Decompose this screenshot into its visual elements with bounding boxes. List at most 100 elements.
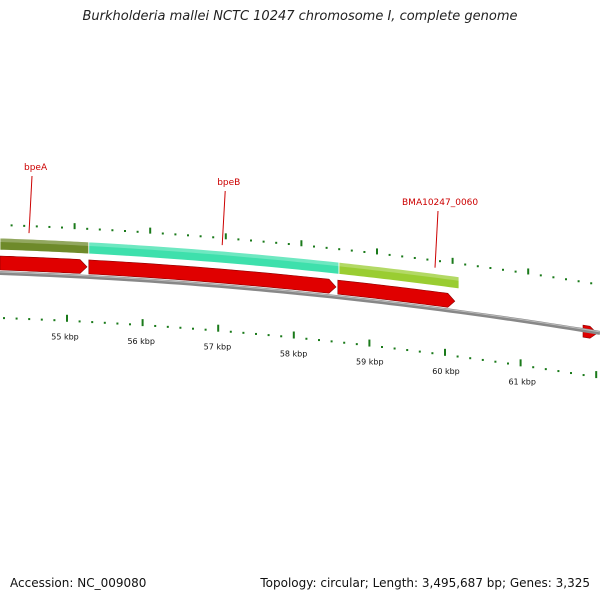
tick-mark — [507, 362, 509, 365]
tick-mark — [28, 318, 31, 321]
lower-tick-track — [3, 314, 598, 379]
tick-mark — [502, 268, 504, 271]
tick-mark — [35, 225, 38, 228]
tick-mark — [426, 258, 429, 261]
tick-mark — [192, 327, 194, 330]
tick-mark — [212, 236, 215, 239]
tick-mark — [595, 371, 598, 379]
backbone-highlight — [0, 271, 600, 333]
tick-mark — [204, 328, 207, 331]
tick-mark — [174, 233, 177, 236]
scale-label: 61 kbp — [508, 378, 536, 387]
tick-mark — [439, 260, 441, 263]
tick-mark — [23, 224, 26, 227]
tick-mark — [179, 326, 182, 329]
cds-arrow-1 — [88, 259, 337, 294]
tick-mark — [154, 324, 157, 327]
gene-label-BMA10247_0060: BMA10247_0060 — [402, 198, 478, 208]
tick-mark — [418, 350, 421, 353]
tick-mark — [300, 240, 303, 247]
tick-mark — [590, 282, 593, 285]
tick-mark — [73, 223, 76, 230]
tick-mark — [539, 274, 542, 277]
tick-mark — [376, 248, 378, 255]
tick-mark — [313, 245, 315, 248]
tick-mark — [48, 225, 51, 228]
tick-mark — [444, 348, 446, 356]
feature-highlight-1 — [88, 241, 339, 267]
tick-mark — [519, 359, 522, 367]
scale-label: 56 kbp — [127, 337, 155, 346]
tick-mark — [401, 255, 404, 258]
accession-text: Accession: NC_009080 — [10, 576, 147, 590]
tick-mark — [250, 239, 252, 242]
tick-mark — [476, 265, 479, 268]
tick-mark — [78, 320, 81, 323]
tick-mark — [237, 238, 240, 241]
tick-mark — [116, 322, 119, 325]
tick-mark — [10, 224, 13, 227]
tick-mark — [451, 257, 454, 264]
tick-mark — [217, 324, 220, 332]
tick-mark — [255, 332, 257, 335]
tick-mark — [481, 358, 484, 361]
scale-label: 58 kbp — [280, 350, 308, 359]
backbone-track — [0, 271, 600, 335]
gene-label-connector — [434, 210, 439, 268]
tick-mark — [469, 357, 472, 360]
gene-label-bpeA: bpeA — [24, 163, 48, 173]
tick-mark — [544, 368, 547, 371]
gene-label-connector — [221, 190, 226, 246]
tick-mark — [224, 233, 227, 240]
tick-mark — [565, 278, 567, 281]
tick-mark — [368, 339, 371, 347]
gene-label-bpeB: bpeB — [217, 178, 240, 188]
scale-label: 59 kbp — [356, 358, 384, 367]
tick-mark — [557, 370, 560, 373]
feature-highlight-2 — [339, 262, 459, 281]
tick-mark — [280, 335, 283, 338]
tick-mark — [532, 366, 535, 369]
cds-arrow-0 — [0, 255, 88, 274]
cds-arrow-track — [0, 255, 598, 339]
tick-mark — [393, 347, 396, 350]
tick-mark — [229, 330, 232, 333]
tick-mark — [305, 337, 308, 340]
tick-mark — [355, 343, 358, 346]
tick-mark — [363, 250, 366, 253]
tick-mark — [149, 227, 152, 234]
gene-label-track: bpeA bpeB BMA10247_0060 — [24, 163, 478, 268]
tick-mark — [61, 226, 63, 229]
tick-mark — [514, 270, 517, 273]
tick-mark — [292, 331, 295, 339]
scale-label: 55 kbp — [51, 333, 79, 342]
scale-label-track: 55 kbp 56 kbp 57 kbp 58 kbp 59 kbp 60 kbp 61 k… — [51, 333, 536, 387]
tick-mark — [124, 230, 126, 233]
feature-track — [0, 237, 460, 290]
tick-mark — [3, 317, 5, 320]
tick-mark — [287, 243, 290, 246]
feature-highlight-0 — [0, 238, 89, 246]
tick-mark — [199, 235, 202, 238]
tick-mark — [570, 372, 572, 375]
tick-mark — [388, 253, 391, 256]
tick-mark — [325, 246, 328, 249]
tick-mark — [577, 280, 580, 283]
tick-mark — [267, 334, 270, 337]
genome-info-text: Topology: circular; Length: 3,495,687 bp… — [260, 576, 590, 590]
scale-label: 60 kbp — [432, 367, 460, 376]
tick-mark — [464, 263, 467, 266]
tick-mark — [582, 374, 585, 377]
map-title: Burkholderia mallei NCTC 10247 chromosom… — [82, 9, 518, 24]
scale-label: 57 kbp — [204, 343, 232, 352]
tick-mark — [527, 268, 530, 275]
tick-mark — [262, 240, 265, 243]
upper-tick-track — [10, 223, 593, 285]
tick-mark — [161, 232, 164, 235]
gene-label-connector — [28, 175, 33, 234]
tick-mark — [456, 355, 459, 358]
tick-mark — [381, 346, 383, 349]
tick-mark — [242, 331, 245, 334]
tick-mark — [338, 248, 341, 251]
